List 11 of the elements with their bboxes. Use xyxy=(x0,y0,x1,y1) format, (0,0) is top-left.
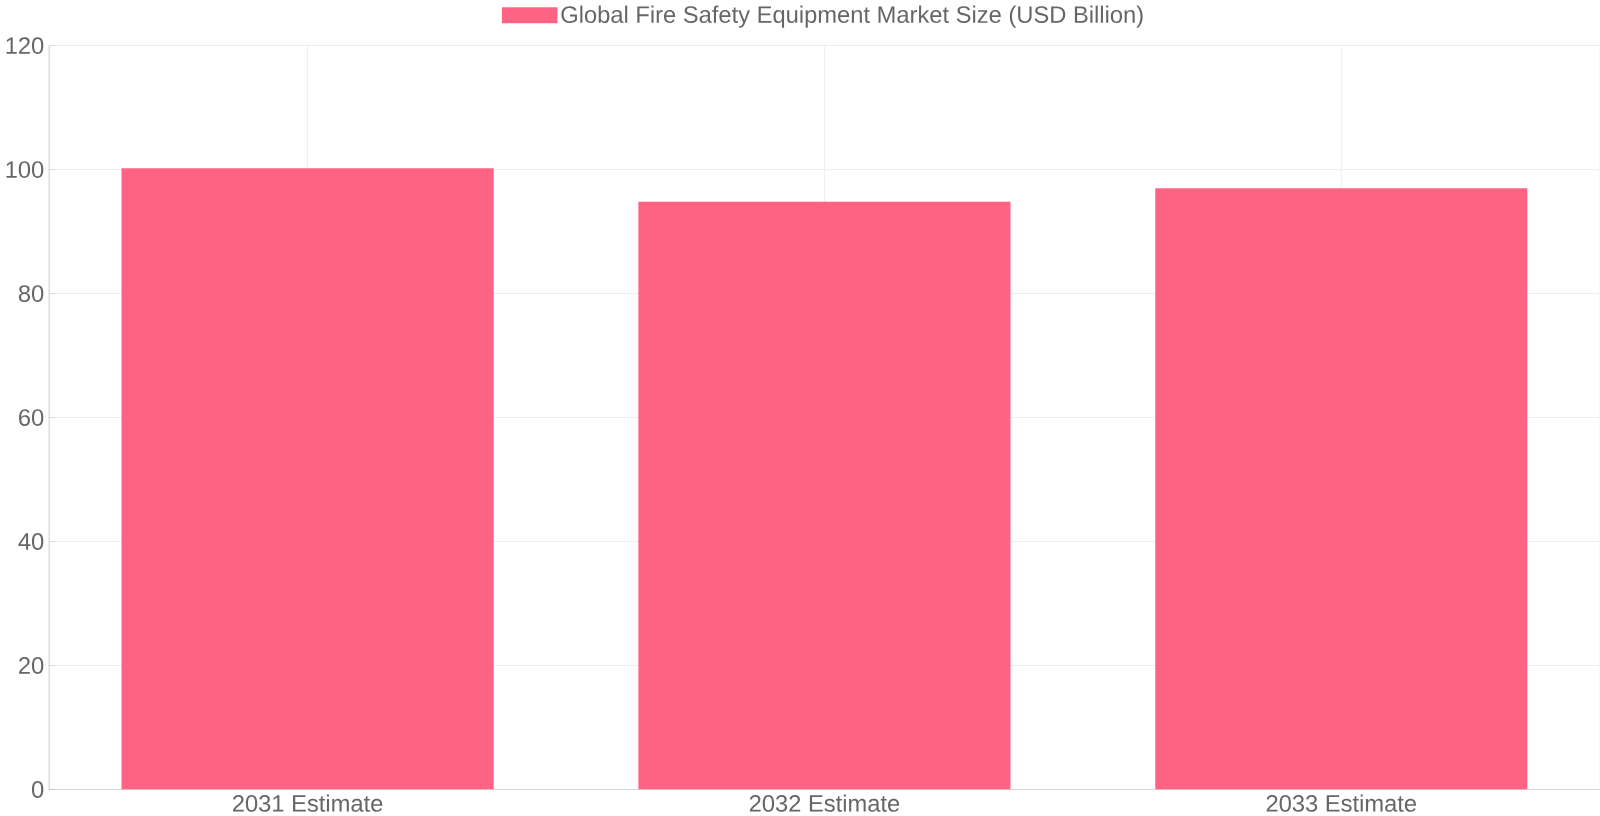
x-tick-label: 2031 Estimate xyxy=(232,794,383,812)
y-tick-label: 40 xyxy=(18,532,44,550)
y-tick-label: 100 xyxy=(6,160,44,178)
legend-label: Global Fire Safety Equipment Market Size (USD Billion) xyxy=(561,5,1143,28)
y-tick-label: 20 xyxy=(19,656,44,674)
y-tick-label: 0 xyxy=(31,780,44,798)
y-tick-label: 80 xyxy=(18,284,44,302)
y-tick-label: 120 xyxy=(6,36,44,54)
y-tick-label: 60 xyxy=(19,408,44,426)
x-tick-label: 2032 Estimate xyxy=(749,794,900,812)
x-tick-label: 2033 Estimate xyxy=(1266,794,1417,812)
